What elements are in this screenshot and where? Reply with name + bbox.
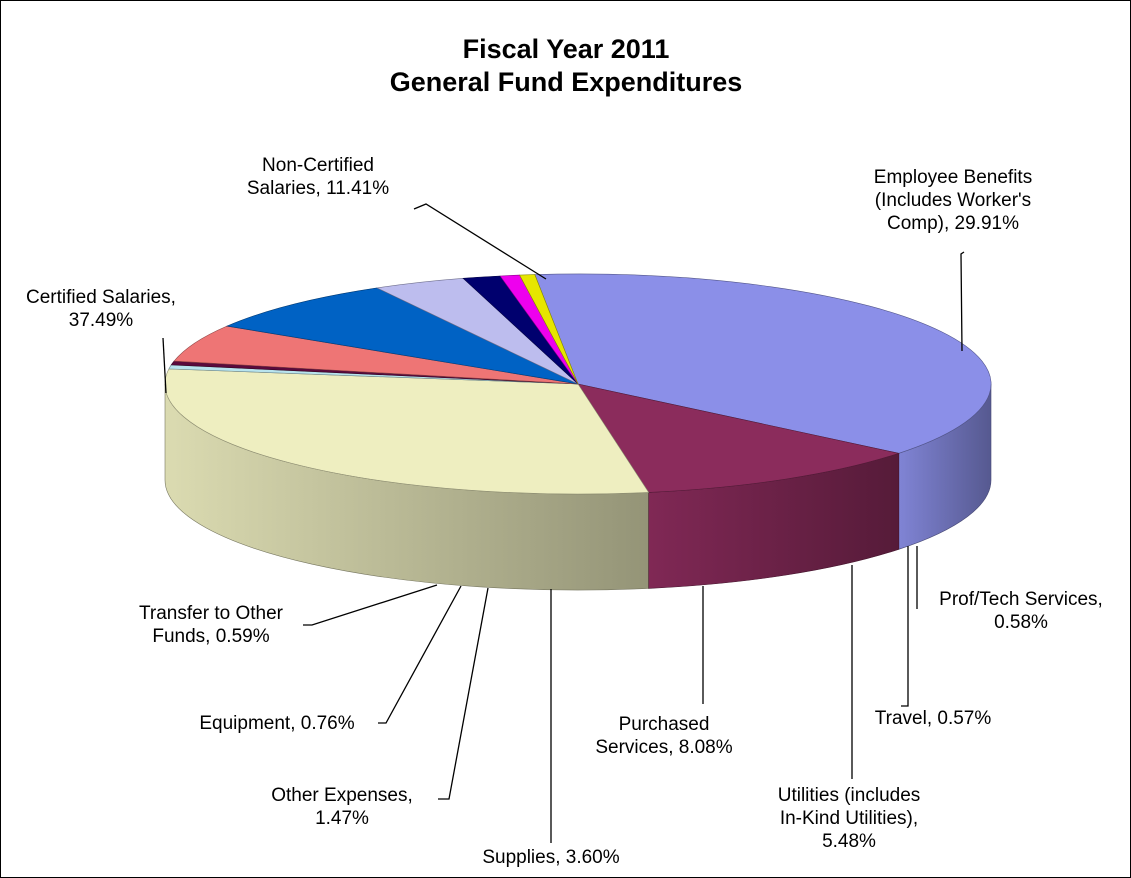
leader-line-transfer-to-other-funds xyxy=(303,584,438,626)
leader-line-travel xyxy=(901,546,909,707)
label-purchased-services: Purchased Services, 8.08% xyxy=(595,714,732,758)
label-line: 5.48% xyxy=(822,831,876,852)
label-transfer-to-other-funds: Transfer to Other Funds, 0.59% xyxy=(139,603,284,647)
slice-employee-benefits-includes-worker-s-comp xyxy=(164,368,650,495)
label-line: Funds, 0.59% xyxy=(152,626,269,647)
label-supplies: Supplies, 3.60% xyxy=(482,847,619,868)
slice-labels: Certified Salaries, 37.49% Non-Certified Sa… xyxy=(26,155,1103,868)
label-line: (Includes Worker's xyxy=(875,190,1031,211)
label-line: Travel, 0.57% xyxy=(875,708,992,729)
label-line: Purchased xyxy=(619,714,710,735)
label-line: Comp), 29.91% xyxy=(887,213,1019,234)
label-employee-benefits-includes-worker-s-comp: Employee Benefits (Includes Worker's Comp)… xyxy=(874,167,1032,234)
label-line: 1.47% xyxy=(315,808,369,829)
label-line: Employee Benefits xyxy=(874,167,1032,188)
label-certified-salaries: Certified Salaries, 37.49% xyxy=(26,287,176,331)
label-line: Certified Salaries, xyxy=(26,287,176,308)
slice-utilities-includes-in-kind-utilities xyxy=(173,325,579,385)
label-line: Non-Certified xyxy=(262,155,374,176)
label-prof-tech-services: Prof/Tech Services, 0.58% xyxy=(939,589,1103,633)
label-other-expenses: Other Expenses, 1.47% xyxy=(271,785,413,829)
leader-line-employee-benefits-includes-worker-s-comp xyxy=(960,251,965,352)
leader-line-equipment xyxy=(378,585,462,724)
pie-side-faces xyxy=(164,383,992,591)
label-line: Prof/Tech Services, xyxy=(939,589,1103,610)
label-non-certified-salaries: Non-Certified Salaries, 11.41% xyxy=(247,155,389,199)
slice-purchased-services xyxy=(225,287,579,385)
label-equipment: Equipment, 0.76% xyxy=(199,713,354,734)
label-line: Salaries, 11.41% xyxy=(247,178,389,199)
slice-non-certified-salaries xyxy=(577,383,900,493)
label-line: Other Expenses, xyxy=(271,785,413,806)
label-travel: Travel, 0.57% xyxy=(875,708,992,729)
label-line: In-Kind Utilities), xyxy=(780,808,918,829)
label-line: 37.49% xyxy=(69,310,134,331)
slice-transfer-to-other-funds xyxy=(519,274,579,385)
label-line: Equipment, 0.76% xyxy=(199,713,354,734)
chart-title-line-2: General Fund Expenditures xyxy=(390,67,743,97)
label-utilities-includes-in-kind-utilities: Utilities (includes In-Kind Utilities), 5.… xyxy=(778,785,921,852)
label-line: Supplies, 3.60% xyxy=(482,847,619,868)
leader-line-certified-salaries xyxy=(162,337,167,394)
slice-certified-salaries xyxy=(534,273,992,454)
leader-lines xyxy=(162,203,965,843)
leader-line-non-certified-salaries xyxy=(413,203,547,280)
label-line: Transfer to Other xyxy=(139,603,284,624)
label-line: Services, 8.08% xyxy=(595,737,732,758)
label-line: 0.58% xyxy=(994,612,1048,633)
label-line: Utilities (includes xyxy=(778,785,921,806)
leader-line-other-expenses xyxy=(438,587,489,800)
chart-title-line-1: Fiscal Year 2011 xyxy=(463,34,670,64)
pie-top-faces xyxy=(164,273,992,495)
